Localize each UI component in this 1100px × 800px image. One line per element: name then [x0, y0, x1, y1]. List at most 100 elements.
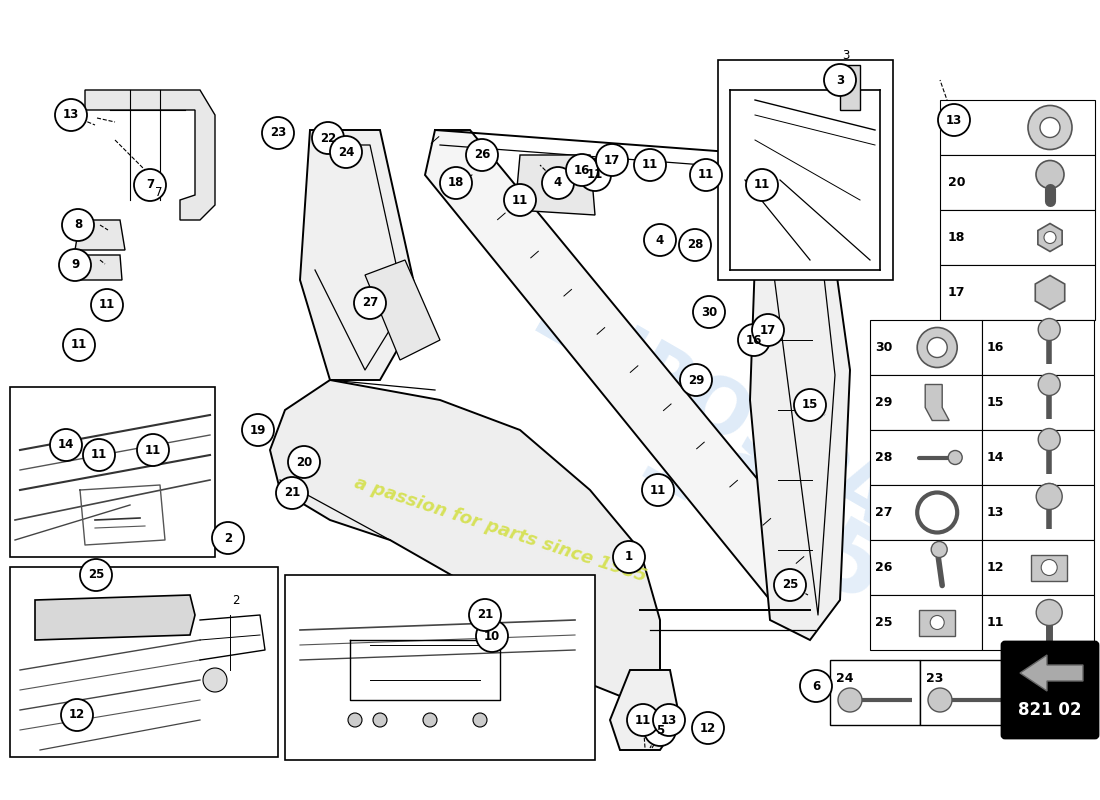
Text: 3: 3 [836, 74, 844, 86]
Text: 12: 12 [987, 561, 1004, 574]
Circle shape [644, 714, 676, 746]
Polygon shape [610, 670, 680, 750]
Polygon shape [300, 130, 420, 380]
Text: 4: 4 [554, 177, 562, 190]
Circle shape [746, 169, 778, 201]
Text: 23: 23 [926, 672, 944, 685]
FancyBboxPatch shape [920, 660, 1010, 725]
Text: 19: 19 [250, 423, 266, 437]
Circle shape [653, 704, 685, 736]
FancyBboxPatch shape [982, 320, 1094, 375]
FancyBboxPatch shape [870, 485, 982, 540]
Text: 13: 13 [946, 114, 962, 126]
Circle shape [931, 615, 944, 630]
Text: 24: 24 [338, 146, 354, 158]
Circle shape [824, 64, 856, 96]
Circle shape [62, 209, 94, 241]
Polygon shape [515, 155, 595, 215]
Text: 16: 16 [746, 334, 762, 346]
Circle shape [473, 713, 487, 727]
Circle shape [1038, 429, 1060, 450]
Text: 26: 26 [874, 561, 892, 574]
FancyBboxPatch shape [940, 265, 1094, 320]
Text: 29: 29 [874, 396, 892, 409]
Circle shape [692, 712, 724, 744]
Text: 22: 22 [320, 131, 337, 145]
Text: 20: 20 [296, 455, 312, 469]
Circle shape [642, 474, 674, 506]
Text: 25: 25 [88, 569, 104, 582]
Text: 7: 7 [146, 178, 154, 191]
FancyBboxPatch shape [982, 485, 1094, 540]
Circle shape [242, 414, 274, 446]
FancyBboxPatch shape [718, 60, 893, 280]
FancyBboxPatch shape [1031, 554, 1067, 581]
Circle shape [91, 289, 123, 321]
Text: 11: 11 [512, 194, 528, 206]
Circle shape [566, 154, 598, 186]
Circle shape [212, 522, 244, 554]
Circle shape [1038, 374, 1060, 395]
Circle shape [60, 699, 94, 731]
Polygon shape [365, 260, 440, 360]
Circle shape [1040, 118, 1060, 138]
Polygon shape [750, 155, 850, 640]
Text: 12: 12 [69, 709, 85, 722]
Circle shape [1038, 318, 1060, 341]
Text: 14: 14 [987, 451, 1004, 464]
Text: 17: 17 [604, 154, 620, 166]
Text: 14: 14 [58, 438, 74, 451]
Text: EUROSPARE: EUROSPARE [520, 280, 1000, 600]
Text: 18: 18 [448, 177, 464, 190]
FancyBboxPatch shape [940, 100, 1094, 155]
FancyBboxPatch shape [10, 387, 214, 557]
Text: a passion for parts since 1985: a passion for parts since 1985 [352, 474, 648, 586]
Text: 11: 11 [697, 169, 714, 182]
Text: 11: 11 [145, 443, 161, 457]
FancyBboxPatch shape [982, 375, 1094, 430]
Circle shape [466, 139, 498, 171]
FancyBboxPatch shape [10, 567, 278, 757]
Circle shape [680, 364, 712, 396]
Text: 27: 27 [362, 297, 378, 310]
Text: 16: 16 [987, 341, 1004, 354]
Text: 11: 11 [587, 169, 603, 182]
Text: 15: 15 [802, 398, 818, 411]
Circle shape [938, 104, 970, 136]
Text: 1985: 1985 [619, 412, 901, 628]
FancyBboxPatch shape [285, 575, 595, 760]
Circle shape [424, 713, 437, 727]
Text: 11: 11 [91, 449, 107, 462]
FancyBboxPatch shape [982, 540, 1094, 595]
Circle shape [138, 434, 169, 466]
Text: 12: 12 [700, 722, 716, 734]
Text: 30: 30 [701, 306, 717, 318]
FancyBboxPatch shape [870, 375, 982, 430]
Text: 28: 28 [874, 451, 892, 464]
Text: 21: 21 [284, 486, 300, 499]
Text: 13: 13 [661, 714, 678, 726]
Text: 1: 1 [625, 550, 634, 563]
Circle shape [1042, 559, 1057, 575]
Text: 27: 27 [874, 506, 892, 519]
Text: 11: 11 [642, 158, 658, 171]
Circle shape [596, 144, 628, 176]
Circle shape [469, 599, 500, 631]
FancyBboxPatch shape [920, 610, 955, 635]
Text: 11: 11 [650, 483, 667, 497]
Text: 2: 2 [232, 594, 240, 606]
Circle shape [262, 117, 294, 149]
Circle shape [1036, 599, 1063, 626]
Circle shape [1036, 483, 1063, 510]
FancyBboxPatch shape [840, 65, 860, 110]
Text: 21: 21 [948, 121, 966, 134]
Circle shape [134, 169, 166, 201]
FancyBboxPatch shape [870, 540, 982, 595]
FancyBboxPatch shape [940, 155, 1094, 210]
Text: 17: 17 [760, 323, 777, 337]
Text: 21: 21 [477, 609, 493, 622]
Text: 25: 25 [782, 578, 799, 591]
Circle shape [693, 296, 725, 328]
Circle shape [932, 542, 947, 558]
Text: 20: 20 [948, 176, 966, 189]
